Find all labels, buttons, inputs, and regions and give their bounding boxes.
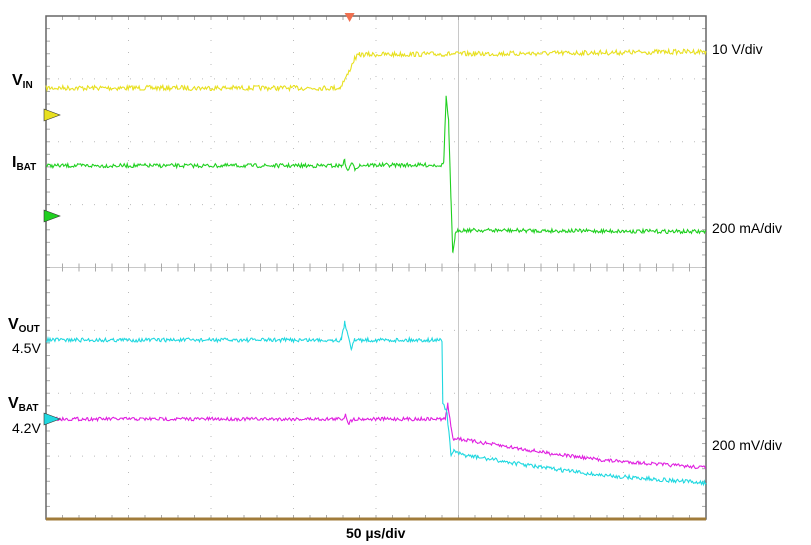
- channel-marker-vin: [43, 108, 61, 122]
- label-ibat: IBAT: [12, 154, 37, 173]
- trace-vin: [45, 47, 707, 93]
- label-vin: VIN: [12, 72, 33, 91]
- timebase-label: 50 µs/div: [346, 525, 406, 541]
- trace-vbat: [45, 402, 707, 470]
- scale-vin: 10 V/div: [712, 41, 763, 57]
- channel-marker-vout: [43, 412, 61, 426]
- grid: [45, 15, 707, 521]
- markers: [43, 13, 355, 426]
- trace-ibat: [45, 95, 707, 254]
- scale-ibat: 200 mA/div: [712, 220, 783, 236]
- label-vout-level: 4.5V: [12, 340, 41, 356]
- scale-vout-vbat: 200 mV/div: [712, 437, 783, 453]
- traces: [45, 47, 707, 487]
- label-vbat: VBAT: [8, 395, 39, 414]
- label-vout: VOUT: [8, 316, 40, 335]
- trace-vout: [45, 320, 707, 487]
- channel-marker-ibat: [43, 209, 61, 223]
- label-vbat-level: 4.2V: [12, 420, 41, 436]
- trigger-marker: [344, 13, 355, 22]
